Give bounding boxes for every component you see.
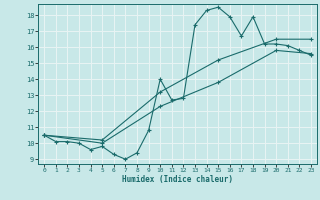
X-axis label: Humidex (Indice chaleur): Humidex (Indice chaleur) xyxy=(122,175,233,184)
